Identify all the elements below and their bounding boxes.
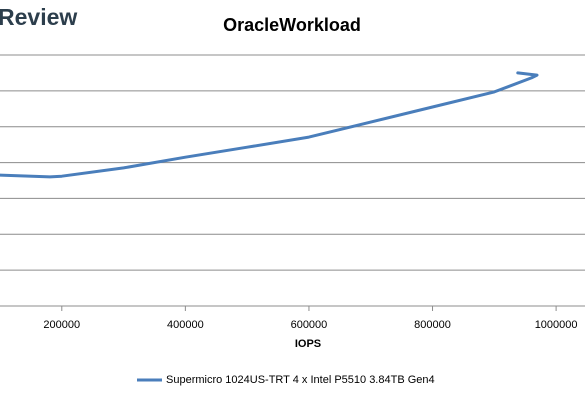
line-series: [0, 71, 539, 179]
x-tick-label: 600000: [291, 319, 328, 331]
x-tick-label: 800000: [414, 319, 451, 331]
x-tick-label: 400000: [167, 319, 204, 331]
x-axis-label: IOPS: [295, 338, 321, 350]
x-tick-label: 1000000: [535, 319, 578, 331]
legend-label: Supermicro 1024US-TRT 4 x Intel P5510 3.…: [166, 374, 435, 386]
brand: Review: [0, 4, 77, 30]
chart-title: OracleWorkload: [223, 15, 361, 35]
x-tick-label: 200000: [43, 319, 80, 331]
